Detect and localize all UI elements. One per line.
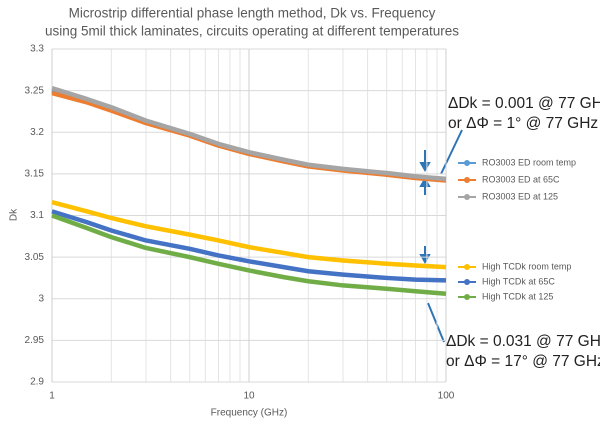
legend-label: High TCDk at 65C: [482, 276, 555, 286]
y-tick-label: 3.3: [30, 44, 44, 55]
series-line: [51, 85, 447, 182]
chart-subtitle: using 5mil thick laminates, circuits ope…: [45, 24, 459, 39]
legend-marker: [464, 194, 470, 200]
y-tick-label: 3: [38, 293, 44, 304]
chart-title: Microstrip differential phase length met…: [69, 6, 436, 21]
y-tick-label: 3.15: [25, 169, 45, 180]
y-tick-label: 2.9: [30, 377, 44, 388]
legend-label: High TCDk room temp: [482, 261, 571, 271]
legend-marker: [464, 264, 470, 270]
legend-marker: [464, 279, 470, 285]
legend-marker: [464, 294, 470, 300]
legend-label: RO3003 ED at 65C: [482, 174, 560, 184]
legend-marker: [464, 177, 470, 183]
x-tick-label: 100: [438, 391, 455, 402]
series-line: [51, 213, 447, 296]
annotation: or ΔΦ = 17° @ 77 GHz: [446, 353, 600, 370]
legend-label: RO3003 ED room temp: [482, 157, 576, 167]
grid: [51, 48, 447, 383]
legend-label: RO3003 ED at 125: [482, 191, 558, 201]
y-tick-label: 3.2: [30, 127, 44, 138]
y-tick-label: 3.05: [25, 252, 45, 263]
y-axis-label: Dk: [9, 208, 20, 221]
annotation: or ΔΦ = 1° @ 77 GHz: [448, 115, 598, 132]
annotation: ΔDk = 0.031 @ 77 GHz: [446, 333, 600, 350]
x-tick-label: 1: [49, 391, 55, 402]
legend-marker: [464, 160, 470, 166]
y-tick-label: 3.1: [30, 210, 44, 221]
x-tick-label: 10: [243, 391, 255, 402]
y-tick-label: 3.25: [25, 85, 45, 96]
series-line: [51, 209, 447, 283]
annotation: ΔDk = 0.001 @ 77 GHz: [448, 95, 600, 112]
legend-label: High TCDk at 125: [482, 291, 553, 301]
series-line: [51, 200, 447, 270]
y-tick-label: 2.95: [25, 335, 45, 346]
x-axis-label: Frequency (GHz): [211, 408, 288, 419]
